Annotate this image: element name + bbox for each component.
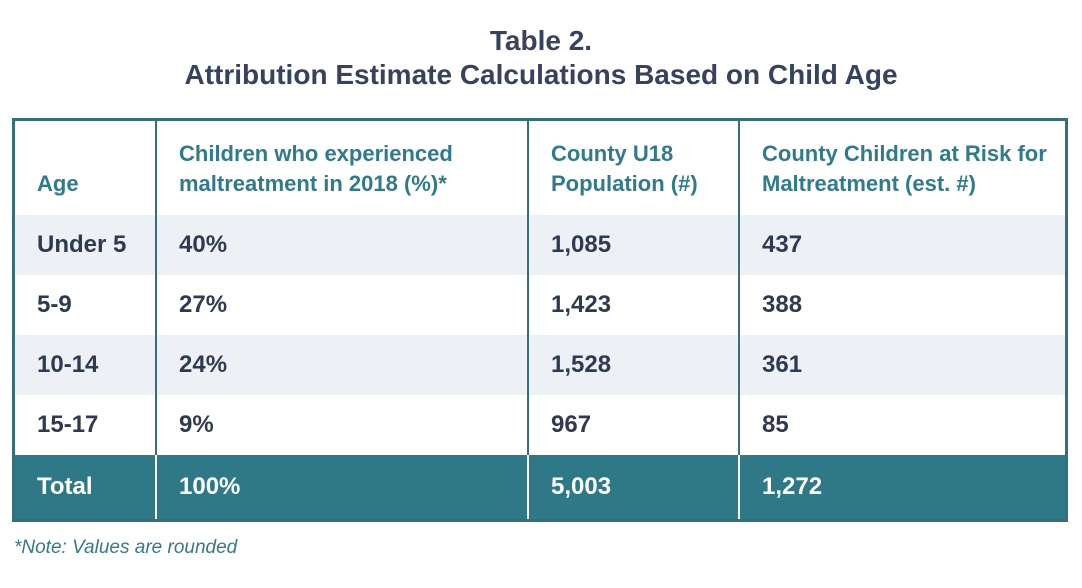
- table-title: Table 2. Attribution Estimate Calculatio…: [0, 0, 1082, 92]
- cell-percent: 40%: [155, 215, 527, 275]
- cell-population: 1,528: [527, 335, 738, 395]
- attribution-table: Age Children who experienced maltreatmen…: [15, 121, 1065, 519]
- cell-population: 967: [527, 395, 738, 455]
- cell-age: 10-14: [15, 335, 155, 395]
- cell-age: Under 5: [15, 215, 155, 275]
- table-title-line2: Attribution Estimate Calculations Based …: [184, 59, 898, 90]
- table-footnote: *Note: Values are rounded: [14, 537, 238, 558]
- cell-percent: 9%: [155, 395, 527, 455]
- cell-population: 1,085: [527, 215, 738, 275]
- cell-total-percent: 100%: [155, 455, 527, 519]
- cell-at-risk: 361: [738, 335, 1065, 395]
- column-header-u18-population: County U18 Population (#): [527, 121, 738, 215]
- cell-age: 15-17: [15, 395, 155, 455]
- cell-total-label: Total: [15, 455, 155, 519]
- column-header-age: Age: [15, 121, 155, 215]
- header-row: Age Children who experienced maltreatmen…: [15, 121, 1065, 215]
- cell-total-at-risk: 1,272: [738, 455, 1065, 519]
- cell-at-risk: 437: [738, 215, 1065, 275]
- cell-at-risk: 388: [738, 275, 1065, 335]
- cell-at-risk: 85: [738, 395, 1065, 455]
- cell-population: 1,423: [527, 275, 738, 335]
- cell-percent: 24%: [155, 335, 527, 395]
- table-total-row: Total 100% 5,003 1,272: [15, 455, 1065, 519]
- cell-age: 5-9: [15, 275, 155, 335]
- table-title-line1: Table 2.: [489, 25, 593, 56]
- attribution-table-container: Age Children who experienced maltreatmen…: [12, 118, 1068, 522]
- table-row-5-9: 5-9 27% 1,423 388: [15, 275, 1065, 335]
- cell-percent: 27%: [155, 275, 527, 335]
- table-row-10-14: 10-14 24% 1,528 361: [15, 335, 1065, 395]
- column-header-maltreatment-percent: Children who experienced maltreatment in…: [155, 121, 527, 215]
- table-row-15-17: 15-17 9% 967 85: [15, 395, 1065, 455]
- column-header-children-at-risk: County Children at Risk for Maltreatment…: [738, 121, 1065, 215]
- cell-total-population: 5,003: [527, 455, 738, 519]
- table-row-under-5: Under 5 40% 1,085 437: [15, 215, 1065, 275]
